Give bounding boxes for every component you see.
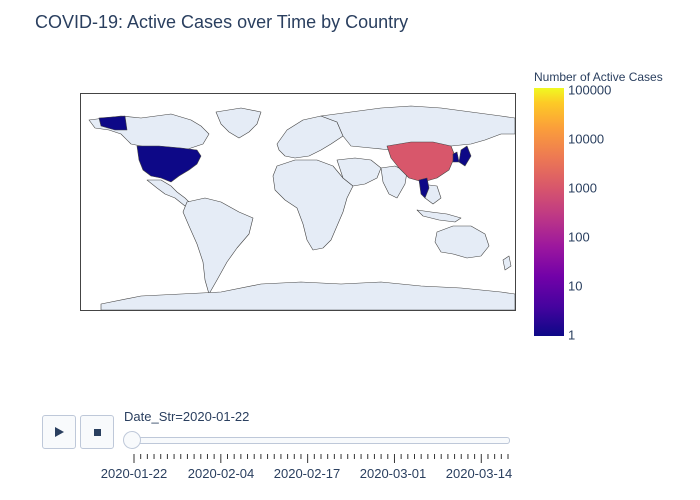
country-usa-alaska	[98, 115, 128, 131]
world-map-svg	[88, 105, 515, 310]
slider-tick-label[interactable]: 2020-03-01	[359, 466, 427, 481]
land-central-america	[146, 179, 192, 207]
land-india	[380, 165, 408, 199]
colorbar-tick: 10000	[568, 131, 605, 147]
slider-tick-label[interactable]: 2020-03-14	[445, 466, 513, 481]
colorbar-tick: 100	[568, 229, 590, 245]
colorbar-title: Number of Active Cases	[534, 70, 663, 84]
land-north-asia	[320, 105, 515, 153]
slider-ticks	[133, 454, 509, 463]
slider-tick-label[interactable]: 2020-02-04	[187, 466, 255, 481]
slider-handle[interactable]	[123, 431, 141, 449]
stop-icon	[94, 429, 101, 436]
chart-title: COVID-19: Active Cases over Time by Coun…	[35, 12, 409, 32]
land-new-zealand	[502, 255, 512, 271]
slider-current-value: Date_Str=2020-01-22	[124, 409, 250, 424]
land-africa	[272, 159, 354, 251]
land-middle-east	[336, 157, 382, 187]
land-indonesia	[416, 209, 462, 223]
slider-tick-label[interactable]: 2020-02-17	[273, 466, 341, 481]
play-button[interactable]	[42, 415, 76, 449]
colorbar-tick: 1000	[568, 180, 597, 196]
country-japan	[458, 145, 472, 167]
country-usa	[136, 145, 202, 183]
country-korea	[452, 151, 460, 163]
play-icon	[55, 427, 64, 437]
stop-button[interactable]	[80, 415, 114, 449]
country-china	[386, 141, 456, 183]
country-thailand	[418, 177, 430, 199]
land-australia	[434, 225, 490, 259]
land-europe	[276, 115, 344, 159]
land-greenland	[215, 107, 262, 139]
colorbar-tick: 10	[568, 278, 583, 294]
colorbar	[534, 88, 564, 336]
land-antarctica	[100, 281, 515, 310]
colorbar-tick: 1	[568, 327, 576, 343]
slider-tick-label[interactable]: 2020-01-22	[100, 466, 168, 481]
slider-track[interactable]	[130, 437, 510, 444]
world-map[interactable]	[80, 93, 516, 311]
colorbar-tick: 100000	[568, 82, 612, 98]
land-south-america	[182, 197, 254, 295]
